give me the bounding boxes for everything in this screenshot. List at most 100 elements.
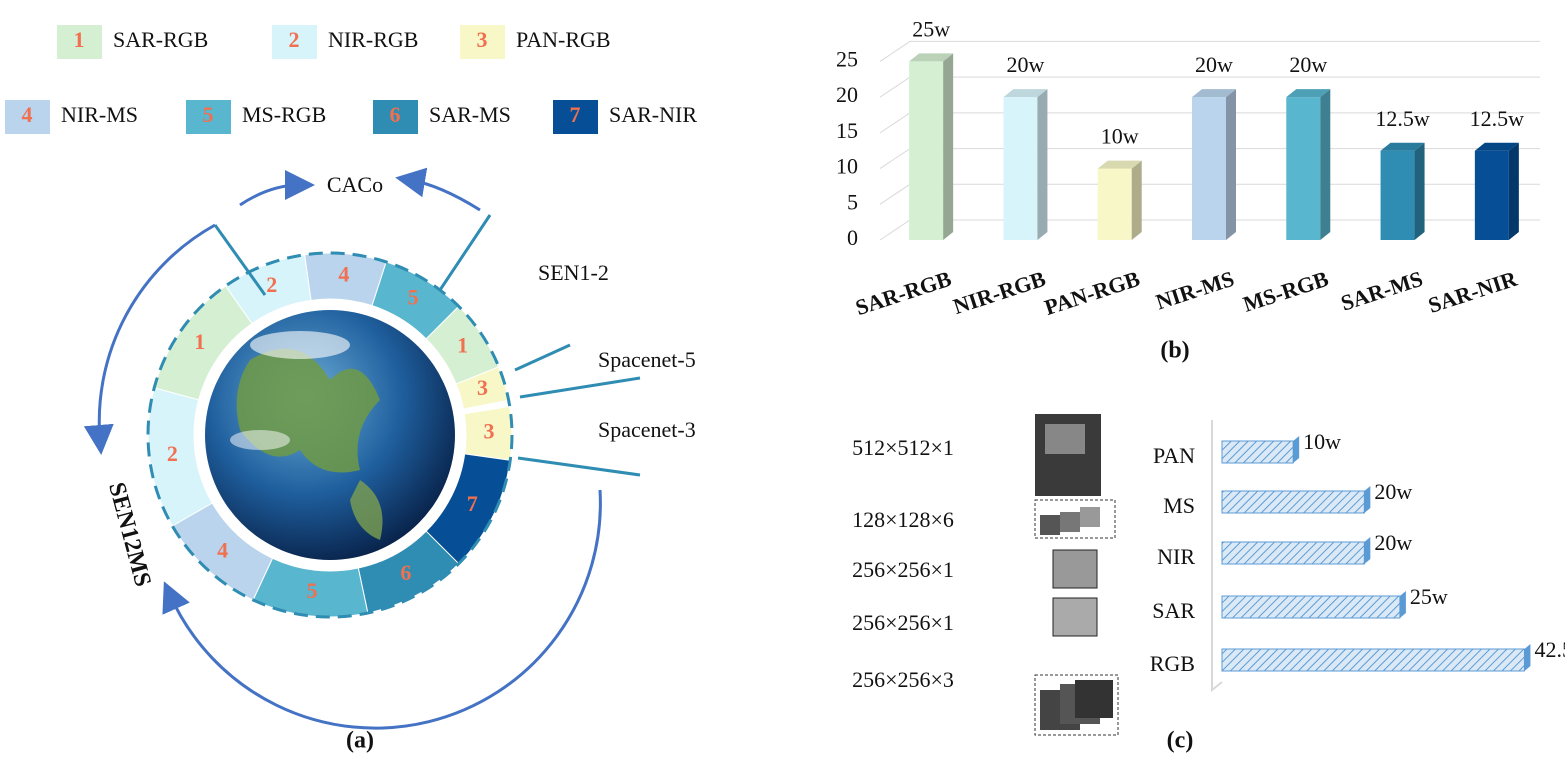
bar (1003, 89, 1048, 241)
bar (1221, 436, 1300, 464)
legend-swatch (57, 25, 102, 59)
x-tick-label: SAR-MS (1338, 266, 1426, 316)
bar (1221, 486, 1371, 514)
legend-number: 3 (477, 27, 488, 52)
bar-front (1221, 490, 1365, 514)
y-tick-label: 10 (836, 154, 858, 179)
value-label: 42.5w (1534, 637, 1565, 662)
bar (1192, 89, 1236, 241)
x-tick-label: PAN-RGB (1041, 266, 1143, 320)
bar-front (1221, 541, 1365, 565)
legend-number: 4 (22, 102, 33, 127)
bar-side (1293, 436, 1300, 463)
y-tick-label: 5 (847, 189, 858, 214)
bar-top (1003, 89, 1048, 98)
value-label: 20w (1374, 479, 1412, 504)
bar (1286, 89, 1331, 241)
legend-label: SAR-MS (429, 102, 511, 127)
y-tick-label: 15 (836, 118, 858, 143)
y-tick-label: 20 (836, 82, 858, 107)
dataset-dividers (213, 214, 641, 477)
value-label: 12.5w (1470, 106, 1525, 131)
bar-side (1414, 142, 1425, 240)
legend-number: 7 (570, 102, 581, 127)
segment-number: 4 (338, 262, 349, 287)
bar-top (1474, 142, 1519, 151)
dataset-arrows (83, 167, 602, 730)
resolution-label: 256×256×1 (852, 610, 954, 635)
value-label: 25w (1410, 584, 1448, 609)
bar-top (1286, 89, 1331, 98)
value-label: 20w (1289, 52, 1327, 77)
value-label: 12.5w (1375, 106, 1430, 131)
legend-label: MS-RGB (242, 102, 326, 127)
y-tick-label: RGB (1150, 651, 1195, 676)
ring-segment (147, 387, 213, 527)
bar-side (1508, 142, 1519, 240)
bar-top (909, 53, 954, 62)
bar-front (1474, 150, 1509, 240)
dataset-label: Spacenet-3 (598, 417, 696, 442)
bar-front (1221, 648, 1525, 672)
segment-number: 3 (477, 375, 488, 400)
bar (1221, 591, 1406, 619)
legend-label: SAR-NIR (609, 102, 697, 127)
segment-number: 5 (307, 578, 318, 603)
bar (909, 53, 954, 240)
bar-side (1226, 89, 1236, 241)
bar (1221, 537, 1371, 565)
y-tick-label: 25 (836, 46, 858, 71)
bar-top (1097, 160, 1142, 169)
earth (205, 310, 455, 560)
axis (1211, 420, 1223, 693)
bar-side (1037, 89, 1048, 241)
bar-side (1320, 89, 1331, 241)
x-tick-label: NIR-RGB (950, 266, 1049, 319)
segment-number: 4 (217, 537, 228, 562)
bar-side (943, 53, 954, 240)
value-label: 20w (1006, 52, 1044, 77)
bar-top (1192, 89, 1236, 98)
y-tick-label: PAN (1153, 443, 1195, 468)
value-label: 20w (1195, 52, 1233, 77)
segment-number: 1 (194, 329, 205, 354)
value-label: 10w (1101, 124, 1139, 149)
segment-number: 5 (408, 284, 419, 309)
y-tick-label: SAR (1152, 598, 1195, 623)
legend-label: NIR-MS (61, 102, 138, 127)
bar-side (1364, 486, 1371, 513)
bar-front (909, 61, 944, 240)
legend-label: PAN-RGB (516, 27, 611, 52)
legend-number: 1 (74, 27, 85, 52)
segment-number: 3 (483, 419, 494, 444)
x-tick-label: SAR-RGB (852, 266, 954, 320)
legend-swatch (460, 25, 505, 59)
bar-front (1192, 97, 1226, 241)
value-label: 10w (1303, 429, 1341, 454)
caption: (c) (1167, 728, 1194, 754)
legend-swatch (186, 100, 231, 134)
bar-side (1399, 591, 1406, 618)
resolution-label: 256×256×3 (852, 667, 954, 692)
y-tick-label: NIR (1157, 544, 1195, 569)
x-tick-label: SAR-NIR (1425, 265, 1521, 317)
dataset-label: Spacenet-5 (598, 347, 696, 372)
legend-swatch (373, 100, 418, 134)
bar-front (1221, 595, 1401, 619)
legend-label: NIR-RGB (328, 27, 418, 52)
bar-front (1097, 168, 1132, 240)
bar-front (1286, 97, 1321, 241)
value-label: 20w (1374, 530, 1412, 555)
legend-number: 5 (203, 102, 214, 127)
bar-side (1524, 644, 1531, 671)
bar (1380, 142, 1425, 240)
legend-number: 6 (390, 102, 401, 127)
bar (1474, 142, 1519, 240)
bar-front (1003, 97, 1038, 241)
resolution-label: 256×256×1 (852, 557, 954, 582)
grid-line (879, 40, 1540, 62)
bar-side (1364, 537, 1371, 564)
legend-number: 2 (289, 27, 300, 52)
caption: (a) (346, 728, 374, 754)
